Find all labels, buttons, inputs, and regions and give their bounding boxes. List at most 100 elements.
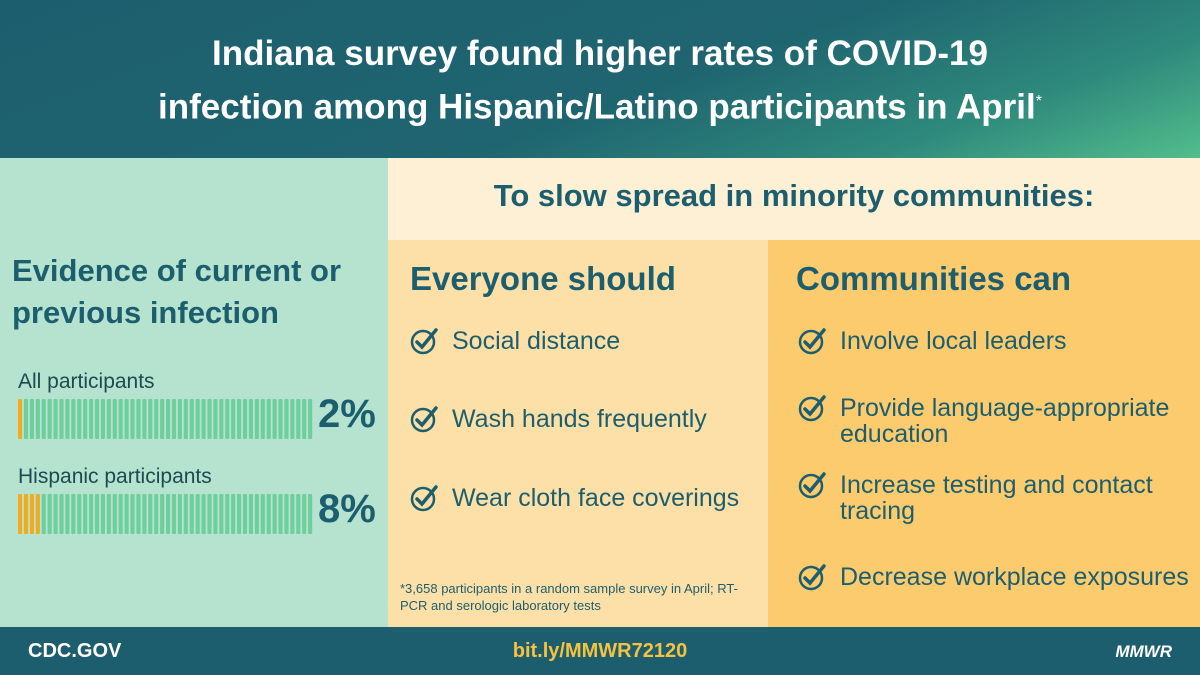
- tick: [160, 494, 165, 534]
- tick: [106, 399, 111, 439]
- tick: [207, 494, 212, 534]
- tick: [189, 399, 194, 439]
- bar-label: All participants: [18, 370, 155, 393]
- tick: [118, 494, 123, 534]
- tick: [254, 399, 259, 439]
- tick: [77, 494, 82, 534]
- tick: [296, 399, 301, 439]
- tick: [94, 494, 100, 534]
- tick: [266, 494, 271, 534]
- list-item: Involve local leaders: [798, 328, 1198, 356]
- item-text: Increase testing and contact tracing: [840, 471, 1153, 525]
- bar-fill: [18, 494, 40, 534]
- tick: [296, 494, 301, 534]
- tick: [130, 399, 135, 439]
- tick: [284, 399, 289, 439]
- check-icon: [410, 328, 438, 355]
- tick: [148, 399, 153, 439]
- check-icon: [798, 395, 826, 422]
- check-icon: [798, 472, 826, 499]
- footer: CDC.GOV bit.ly/MMWR72120 MMWR: [0, 627, 1200, 675]
- tick: [142, 399, 147, 439]
- bar-fill: [18, 399, 23, 439]
- bar-label: Hispanic participants: [18, 465, 212, 488]
- tick: [231, 399, 236, 439]
- tick: [29, 399, 34, 439]
- tick: [112, 399, 117, 439]
- tick: [83, 399, 88, 439]
- tick: [231, 494, 236, 534]
- communities-heading: Communities can: [796, 260, 1072, 297]
- tick: [53, 494, 58, 534]
- tick: [248, 494, 253, 534]
- tick: [242, 399, 248, 439]
- bar-value: 8%: [318, 487, 376, 531]
- list-item: Provide language-appropriate education: [798, 395, 1198, 447]
- tick: [242, 494, 248, 534]
- tick: [71, 494, 76, 534]
- tick-bar: [18, 494, 313, 534]
- tick: [18, 399, 23, 439]
- tick: [166, 494, 171, 534]
- header: Indiana survey found higher rates of COV…: [0, 0, 1200, 158]
- tick: [177, 399, 182, 439]
- item-text: Social distance: [452, 327, 621, 355]
- check-icon: [798, 328, 826, 355]
- tick: [189, 494, 194, 534]
- list-item: Decrease workplace exposures: [798, 564, 1198, 592]
- tick: [254, 494, 259, 534]
- tick: [89, 399, 94, 439]
- footer-link[interactable]: bit.ly/MMWR72120: [512, 640, 688, 662]
- tick: [308, 494, 313, 534]
- tick: [237, 494, 242, 534]
- actions-banner: To slow spread in minority communities:: [388, 158, 1200, 240]
- tick: [225, 399, 230, 439]
- tick: [225, 494, 230, 534]
- tick: [23, 399, 29, 439]
- tick: [112, 494, 117, 534]
- actions-heading: To slow spread in minority communities:: [493, 178, 1095, 213]
- tick: [53, 399, 58, 439]
- tick: [201, 399, 206, 439]
- item-text: Wash hands frequently: [452, 405, 707, 433]
- tick: [278, 399, 283, 439]
- tick: [207, 399, 212, 439]
- tick: [130, 494, 135, 534]
- tick: [35, 494, 40, 534]
- list-item: Social distance: [410, 328, 760, 356]
- tick: [183, 494, 188, 534]
- tick: [94, 399, 100, 439]
- tick: [290, 399, 295, 439]
- tick: [136, 494, 141, 534]
- tick: [160, 399, 165, 439]
- tick: [171, 494, 177, 534]
- footnote: *3,658 participants in a random sample s…: [400, 581, 738, 613]
- tick: [154, 399, 159, 439]
- check-icon: [410, 485, 438, 512]
- tick: [142, 494, 147, 534]
- tick: [308, 399, 313, 439]
- tick: [154, 494, 159, 534]
- title-asterisk: *: [1035, 93, 1042, 110]
- tick: [201, 494, 206, 534]
- tick: [284, 494, 289, 534]
- tick: [302, 494, 307, 534]
- tick: [41, 399, 46, 439]
- check-icon: [798, 564, 826, 591]
- tick: [195, 399, 200, 439]
- tick: [47, 399, 52, 439]
- evidence-heading: Evidence of current or previous infectio…: [12, 253, 342, 330]
- title: Indiana survey found higher rates of COV…: [0, 30, 1200, 132]
- tick: [219, 399, 224, 439]
- footer-left: CDC.GOV: [28, 640, 122, 662]
- item-text: Provide language-appropriate education: [840, 394, 1170, 448]
- item-text: Decrease workplace exposures: [840, 563, 1189, 591]
- tick: [65, 494, 70, 534]
- everyone-column: Everyone should Social distance Wash hand…: [388, 240, 768, 627]
- title-text: infection among Hispanic/Latino particip…: [158, 87, 1036, 127]
- tick: [136, 399, 141, 439]
- tick: [29, 494, 34, 534]
- item-text: Wear cloth face coverings: [452, 484, 740, 512]
- tick: [183, 399, 188, 439]
- tick: [59, 399, 64, 439]
